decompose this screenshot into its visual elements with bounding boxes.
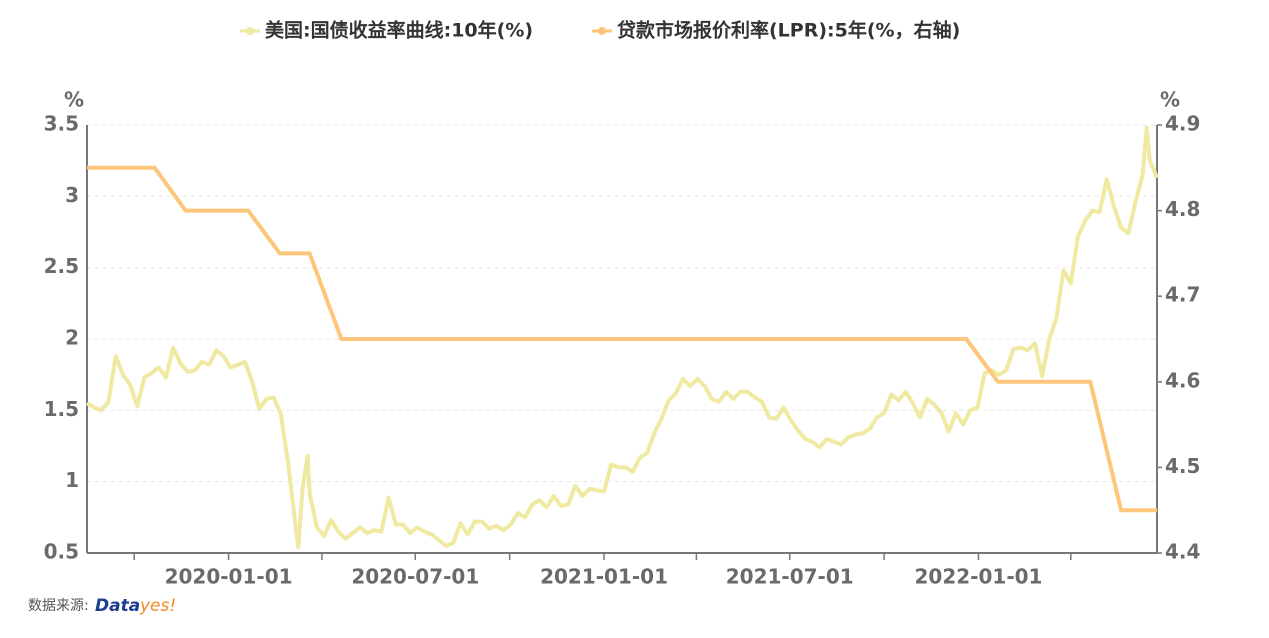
y-tick-label: 3.5: [44, 112, 79, 136]
y-tick-label: 2: [65, 326, 79, 350]
y-unit: %: [64, 88, 84, 112]
y2-tick-label: 4.9: [1165, 112, 1200, 136]
y2-unit: %: [1160, 88, 1180, 112]
y-tick-label: 0.5: [44, 540, 79, 564]
x-tick-label: 2021-01-01: [540, 565, 668, 589]
legend-label: 美国:国债收益率曲线:10年(%): [265, 19, 533, 42]
x-tick-label: 2022-01-01: [915, 565, 1043, 589]
legend-label: 贷款市场报价利率(LPR):5年(%，右轴): [617, 19, 960, 42]
y-tick-label: 1: [65, 468, 79, 492]
y2-tick-label: 4.6: [1165, 368, 1200, 392]
source-logo: yes!: [139, 596, 176, 616]
series-line: [87, 165, 1157, 513]
source-label: 数据来源:: [28, 598, 89, 614]
x-tick-label: 2020-07-01: [351, 565, 479, 589]
legend-marker: [246, 27, 254, 35]
y2-tick-label: 4.4: [1165, 540, 1200, 564]
y2-tick-label: 4.7: [1165, 283, 1200, 307]
x-tick-label: 2021-07-01: [726, 565, 854, 589]
y-tick-label: 2.5: [44, 254, 79, 278]
y2-tick-label: 4.8: [1165, 197, 1200, 221]
x-tick-label: 2020-01-01: [165, 565, 293, 589]
y2-tick-label: 4.5: [1165, 454, 1200, 478]
y-tick-label: 1.5: [44, 397, 79, 421]
legend-marker: [598, 27, 606, 35]
series-line: [85, 125, 1159, 550]
source-logo: Data: [95, 596, 140, 616]
y-tick-label: 3: [65, 183, 79, 207]
